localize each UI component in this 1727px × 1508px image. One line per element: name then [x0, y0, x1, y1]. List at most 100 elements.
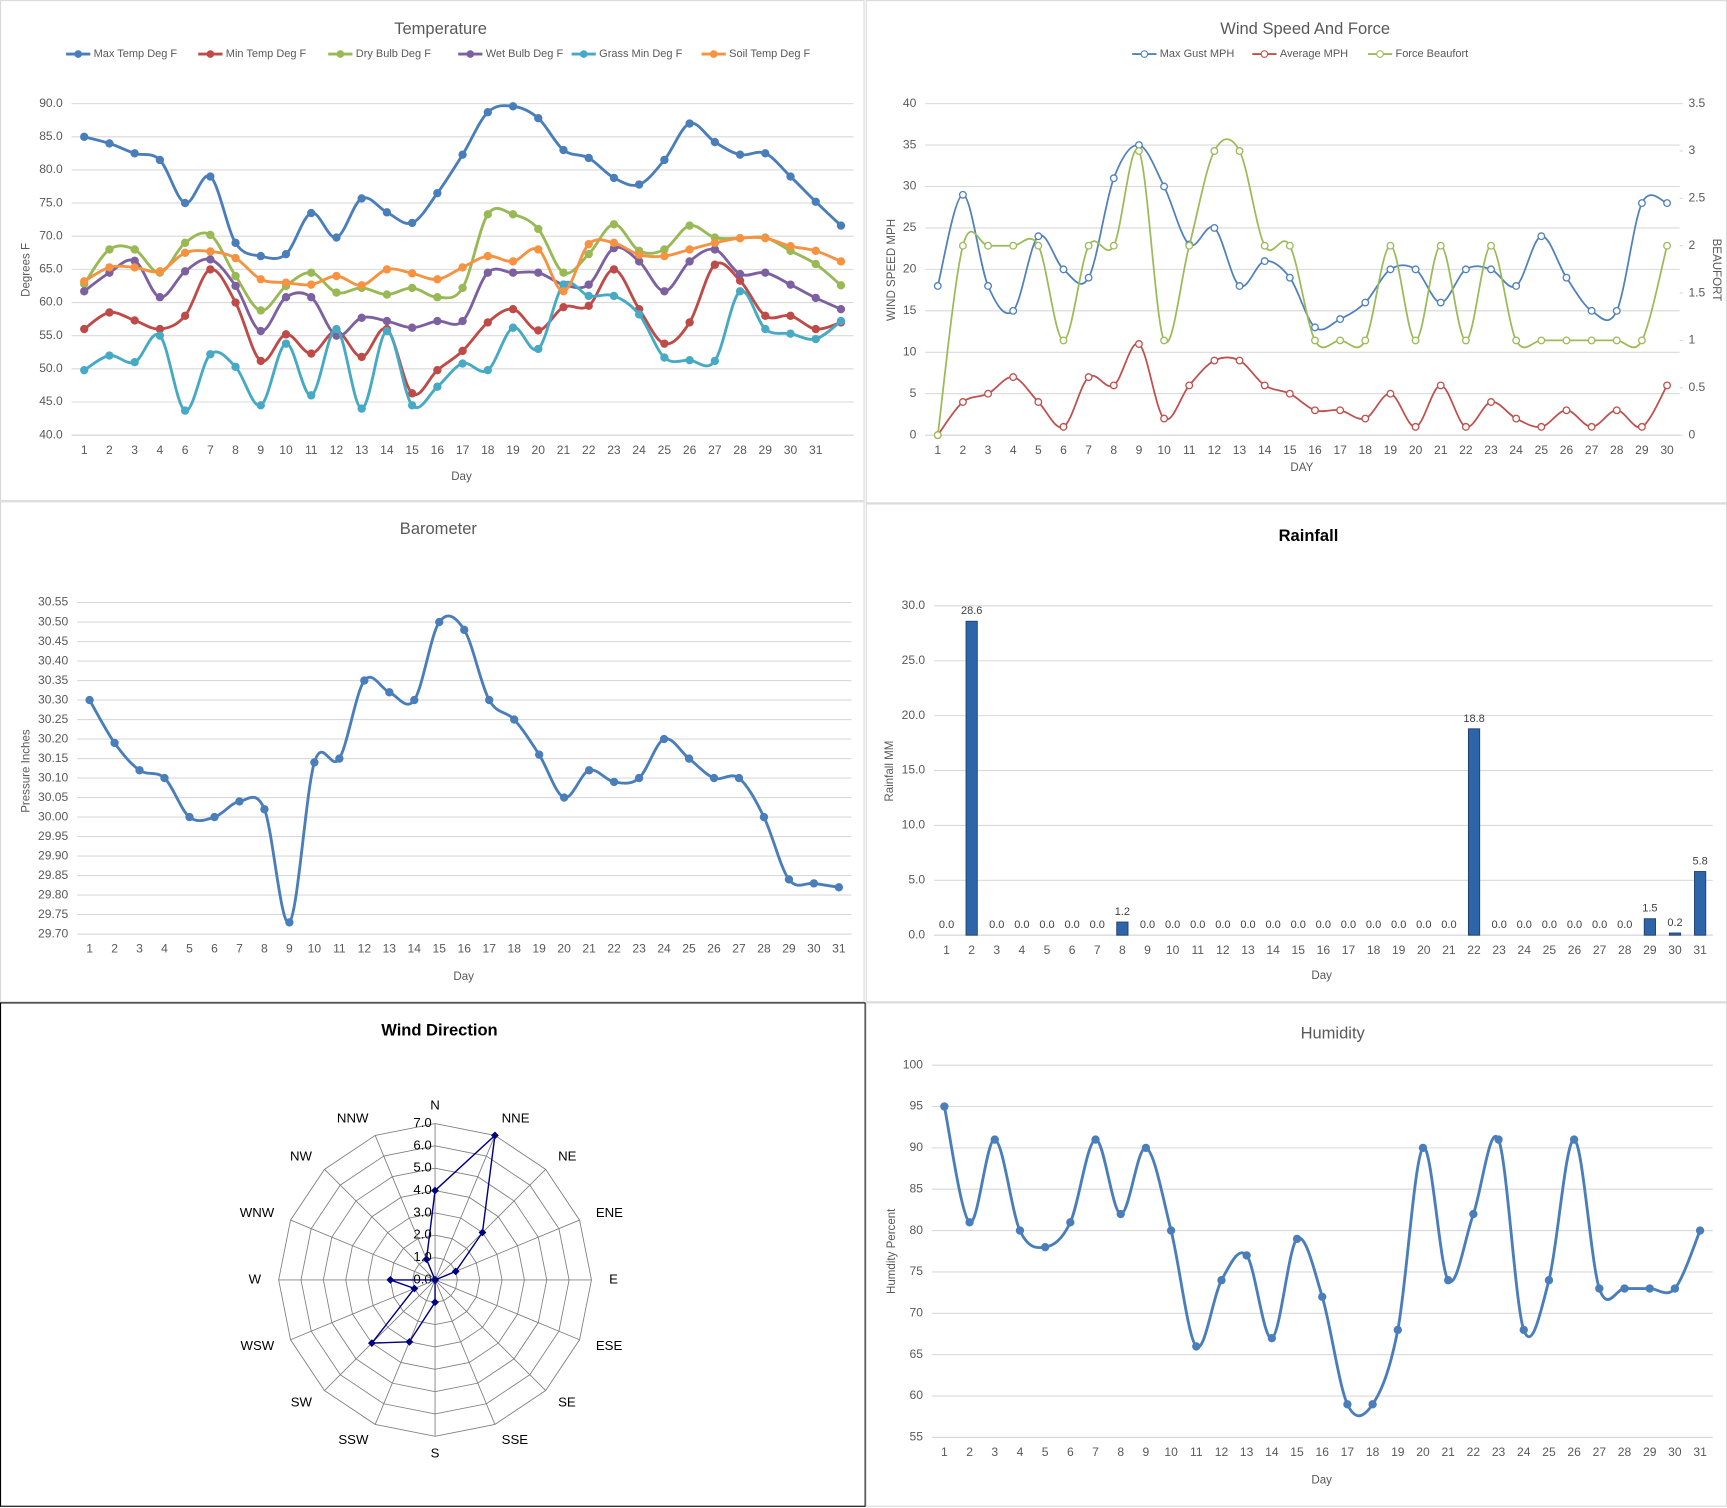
- marker: [634, 310, 644, 319]
- marker: [231, 271, 240, 281]
- y-tick-label: 30.30: [38, 692, 69, 706]
- spoke: [324, 1279, 436, 1391]
- marker: [1210, 147, 1219, 155]
- x-tick-label: 4: [157, 443, 164, 457]
- marker: [332, 288, 341, 297]
- x-tick-label: 29: [782, 942, 796, 956]
- x-tick-label: 12: [358, 942, 372, 956]
- x-axis-label: DAY: [1290, 462, 1313, 474]
- x-tick-label: 26: [1560, 443, 1574, 457]
- y-tick-label: 65: [909, 1347, 923, 1361]
- x-tick-label: 13: [1240, 1445, 1254, 1459]
- y-tick-label: 85.0: [39, 129, 63, 143]
- marker: [510, 715, 519, 724]
- x-tick-label: 2: [968, 943, 975, 957]
- spoke: [374, 1135, 436, 1281]
- marker: [761, 268, 770, 277]
- marker: [307, 391, 316, 400]
- x-tick-label: 20: [557, 942, 571, 956]
- marker: [965, 1218, 974, 1227]
- marker: [933, 281, 942, 290]
- marker: [508, 210, 518, 219]
- marker: [80, 365, 89, 375]
- x-tick-label: 23: [607, 443, 621, 457]
- y-tick-label: 0: [910, 427, 917, 441]
- x-tick-label: 25: [1543, 943, 1557, 957]
- r-tick-label: 1.0: [413, 1249, 431, 1264]
- x-tick-label: 25: [658, 443, 672, 457]
- marker: [105, 351, 114, 360]
- marker: [1260, 257, 1269, 266]
- marker: [811, 197, 820, 206]
- x-tick-label: 28: [1610, 443, 1624, 457]
- marker: [609, 238, 619, 248]
- marker: [709, 773, 719, 783]
- y-tick-label: 30.0: [902, 598, 926, 612]
- y2-tick-label: 2.5: [1688, 191, 1705, 205]
- marker: [1059, 336, 1068, 345]
- marker: [130, 263, 139, 272]
- x-tick-label: 1: [943, 943, 950, 957]
- x-tick-label: 9: [1144, 943, 1151, 957]
- category-label: NNE: [502, 1111, 530, 1126]
- x-tick-label: 24: [1517, 1445, 1531, 1459]
- marker: [534, 245, 543, 254]
- marker: [407, 389, 417, 398]
- x-tick-label: 9: [1136, 443, 1143, 457]
- x-tick-label: 2: [106, 443, 113, 457]
- marker: [483, 318, 493, 327]
- y2-tick-label: 1.5: [1688, 285, 1705, 299]
- x-tick-label: 7: [236, 942, 243, 956]
- x-tick-label: 4: [1010, 443, 1017, 457]
- x-tick-label: 29: [1643, 943, 1657, 957]
- x-tick-label: 14: [408, 942, 422, 956]
- marker: [105, 263, 114, 272]
- x-tick-label: 17: [1333, 443, 1347, 457]
- x-tick-label: 16: [1308, 443, 1322, 457]
- marker: [155, 267, 165, 276]
- x-tick-label: 23: [632, 942, 646, 956]
- panel-frame: [865, 503, 1727, 1003]
- data-label: 0.2: [1667, 917, 1682, 929]
- marker: [332, 324, 341, 334]
- marker: [786, 280, 795, 289]
- marker: [1292, 1234, 1302, 1244]
- y-tick-label: 30.35: [38, 673, 69, 687]
- y-tick-label: 65.0: [39, 262, 63, 276]
- marker: [407, 218, 417, 228]
- y2-tick-label: 1: [1688, 333, 1695, 347]
- x-tick-label: 8: [1110, 443, 1117, 457]
- x-axis-label: Day: [1311, 970, 1332, 982]
- marker: [685, 245, 694, 254]
- spoke: [290, 1279, 436, 1341]
- marker: [1411, 422, 1420, 431]
- x-tick-label: 11: [333, 942, 346, 956]
- marker: [433, 293, 442, 302]
- marker: [836, 281, 846, 290]
- marker: [940, 1102, 949, 1111]
- marker: [984, 281, 993, 290]
- marker: [281, 249, 291, 259]
- x-axis-label: Day: [453, 971, 474, 983]
- marker: [382, 208, 392, 217]
- marker: [1569, 1135, 1579, 1144]
- marker: [1386, 389, 1395, 398]
- marker: [1040, 1242, 1050, 1252]
- x-tick-label: 1: [81, 443, 88, 457]
- marker: [836, 257, 846, 266]
- marker: [1084, 373, 1093, 382]
- y-tick-label: 30.20: [38, 731, 69, 745]
- data-label: 0.0: [1291, 919, 1306, 931]
- x-tick-label: 17: [1341, 1445, 1355, 1459]
- x-tick-label: 14: [1265, 1445, 1279, 1459]
- x-tick-label: 10: [1157, 443, 1171, 457]
- y-tick-label: 29.90: [38, 848, 69, 862]
- marker: [407, 283, 417, 293]
- marker: [180, 311, 190, 320]
- marker: [761, 324, 770, 334]
- x-tick-label: 28: [1618, 1445, 1632, 1459]
- y-tick-label: 29.85: [38, 868, 69, 882]
- marker: [1260, 241, 1269, 250]
- category-label: WSW: [241, 1338, 275, 1353]
- y-tick-label: 29.95: [38, 829, 69, 843]
